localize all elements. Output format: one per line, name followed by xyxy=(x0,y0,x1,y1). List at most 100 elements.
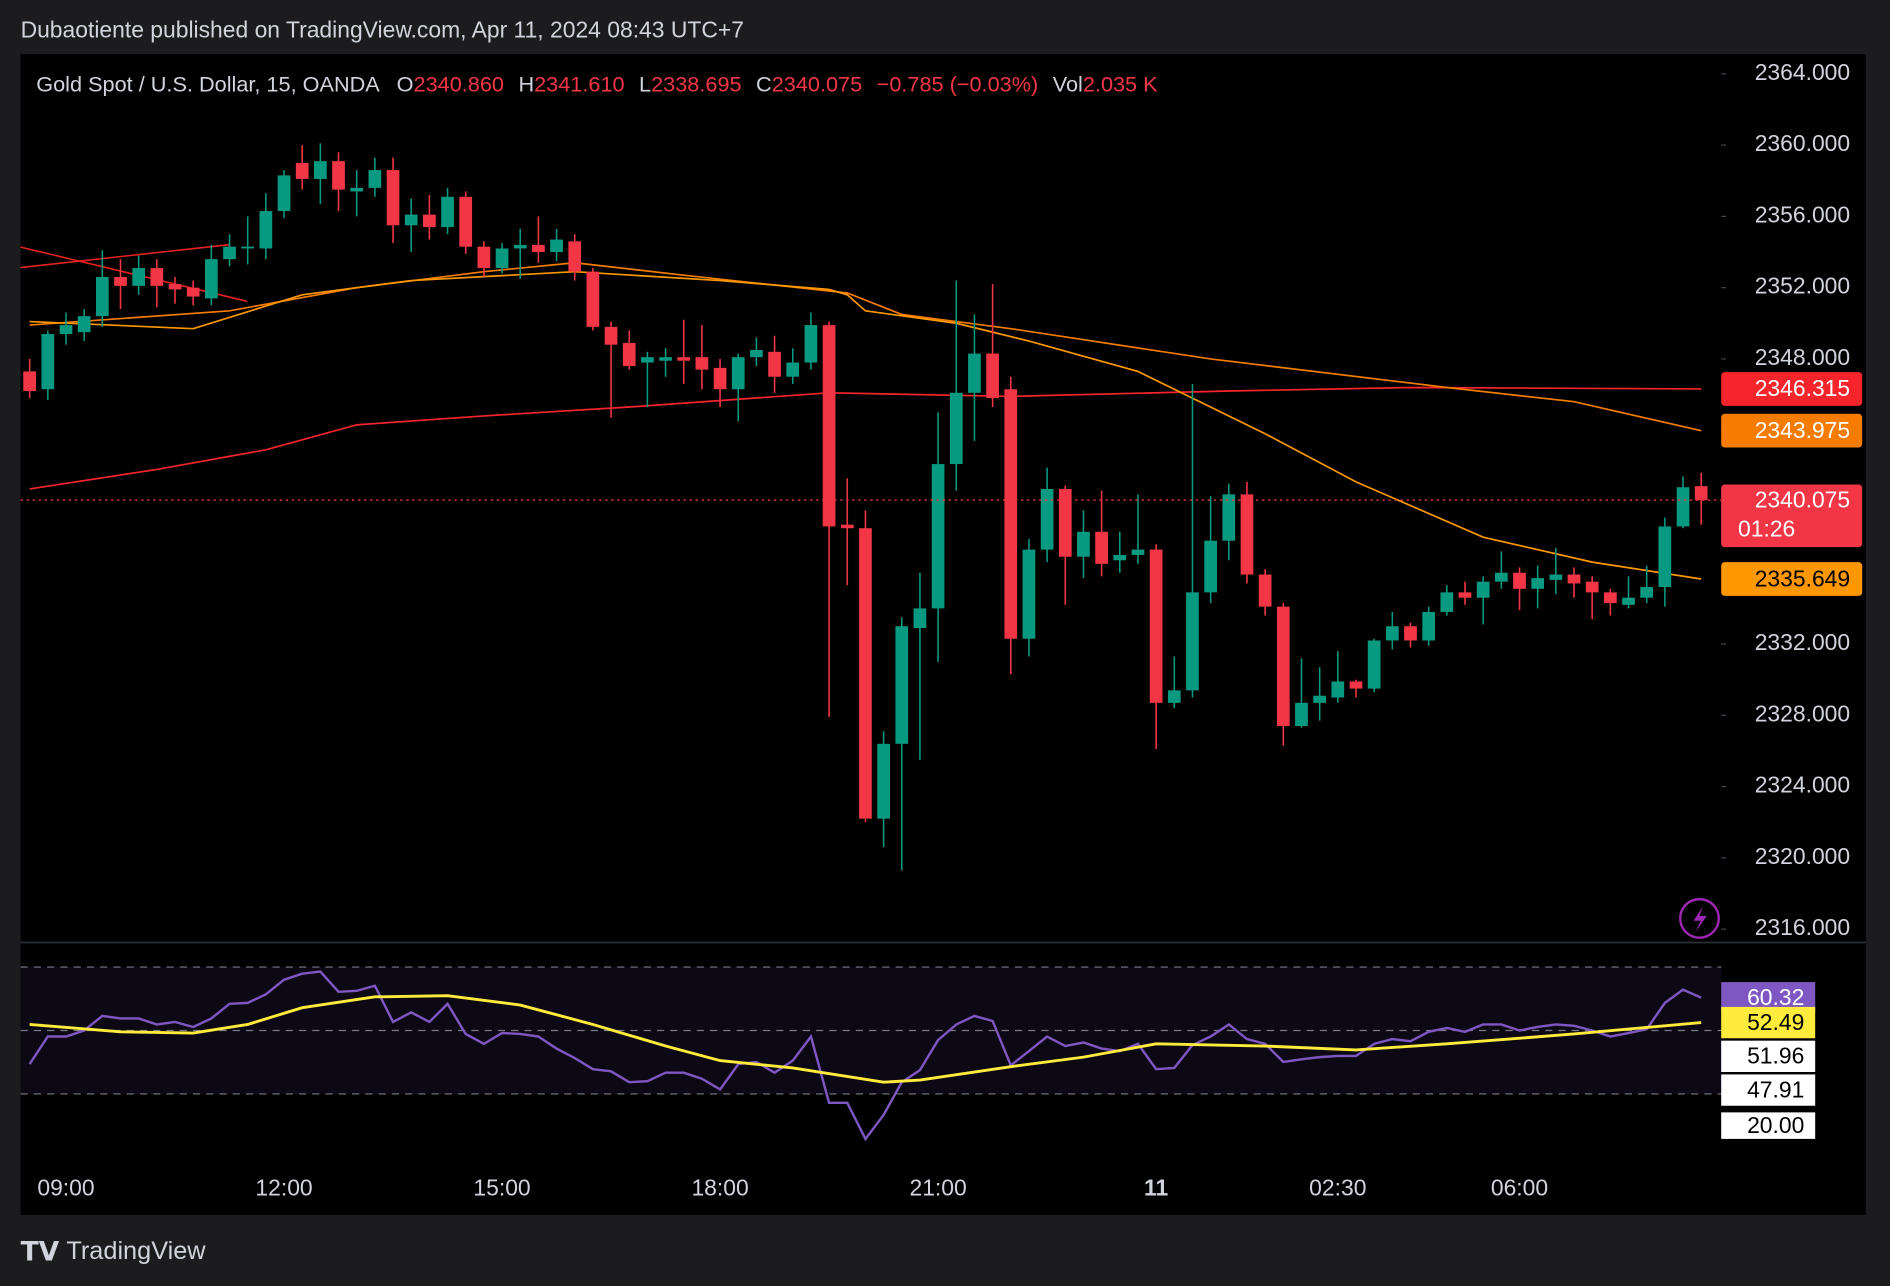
candle-body xyxy=(1349,681,1363,689)
y-tick-label: 2356.000 xyxy=(1755,201,1850,227)
candle-body xyxy=(622,342,636,367)
candle-body xyxy=(1640,587,1654,598)
countdown: 01:26 xyxy=(1738,515,1795,541)
x-tick-label: 06:00 xyxy=(1491,1175,1548,1201)
candle-body xyxy=(641,357,654,363)
rsi-tag xyxy=(1721,1112,1816,1139)
candle-body xyxy=(1622,597,1635,605)
candle-body xyxy=(532,244,545,253)
candle-body xyxy=(314,161,327,179)
legend-key: L xyxy=(639,71,651,96)
candle-body xyxy=(1258,574,1272,607)
candle-body xyxy=(1676,487,1690,527)
candle-body xyxy=(441,196,454,228)
candle-body xyxy=(1186,592,1199,691)
rsi-tag-label: 51.96 xyxy=(1747,1043,1804,1069)
candle-body xyxy=(1603,592,1617,604)
x-tick-label: 12:00 xyxy=(255,1175,312,1201)
rsi-tag xyxy=(1721,1040,1816,1073)
price-tag-label: 2343.975 xyxy=(1755,417,1850,443)
price-tag xyxy=(1721,484,1863,548)
candle-body xyxy=(550,239,563,253)
candle-body xyxy=(1385,626,1399,641)
legend-key: H xyxy=(518,71,534,96)
candle-body xyxy=(859,528,872,819)
legend-key: Vol xyxy=(1053,71,1083,96)
candle-body xyxy=(604,326,618,345)
candle-body xyxy=(1149,549,1163,703)
candle-body xyxy=(1494,572,1508,582)
candle-body xyxy=(1567,574,1581,584)
candle-body xyxy=(1585,581,1599,593)
moving-average xyxy=(29,270,1702,580)
candle-body xyxy=(150,268,164,286)
candle-body xyxy=(1313,695,1327,703)
rsi-ma-line xyxy=(29,994,1702,1084)
candle-body xyxy=(1167,690,1181,703)
candle-body xyxy=(241,246,255,249)
candle-body xyxy=(1240,494,1254,575)
price-tag-label: 2340.075 xyxy=(1755,486,1850,512)
rsi-tag xyxy=(1721,1074,1816,1106)
candle-body xyxy=(1658,526,1672,588)
candle-body xyxy=(877,743,890,819)
legend-key: O xyxy=(397,71,414,96)
candle-body xyxy=(495,248,509,269)
candle-body xyxy=(677,357,691,361)
chart-area xyxy=(20,54,1866,1215)
candle-body xyxy=(1295,702,1308,727)
y-tick-label: 2364.000 xyxy=(1755,59,1850,85)
candle-body xyxy=(1513,572,1526,589)
y-tick-label: 20.00 xyxy=(1747,1112,1804,1138)
candle-body xyxy=(822,325,836,527)
candle-body xyxy=(1204,540,1217,593)
candle-body xyxy=(77,316,91,333)
rsi-tag-label: 52.49 xyxy=(1747,1009,1804,1035)
x-tick-label: 09:00 xyxy=(37,1175,94,1201)
candle-body xyxy=(1367,640,1381,689)
candle-body xyxy=(350,187,364,192)
price-tag xyxy=(1721,372,1863,406)
candle-body xyxy=(1095,531,1108,564)
candle-body xyxy=(168,284,182,290)
candle-body xyxy=(786,362,800,377)
candle-body xyxy=(23,371,37,392)
candle-body xyxy=(695,357,709,370)
candle-body xyxy=(114,276,127,286)
y-tick-label: 2348.000 xyxy=(1755,344,1850,370)
candle-body xyxy=(459,196,473,247)
candle-body xyxy=(204,259,218,299)
candle-body xyxy=(913,608,927,629)
rsi-tag xyxy=(1721,1006,1816,1039)
legend-value: 2340.860 xyxy=(414,71,504,96)
y-tick-label: 2332.000 xyxy=(1755,629,1850,655)
candle-body xyxy=(986,353,999,399)
candle-body xyxy=(368,170,382,188)
candle-body xyxy=(731,357,745,390)
brand-logo: 𝗧𝗩 xyxy=(21,1236,60,1266)
candle-body xyxy=(1458,592,1472,598)
candle-body xyxy=(332,161,345,190)
legend-value: 2341.610 xyxy=(534,71,624,96)
drawing-line xyxy=(20,243,230,269)
lightning-icon[interactable] xyxy=(1678,897,1720,939)
header: Dubaotiente published on TradingView.com… xyxy=(21,16,744,42)
lightning-glyph xyxy=(1693,906,1707,932)
candle-body xyxy=(659,357,672,361)
y-tick-label: 2324.000 xyxy=(1755,772,1850,798)
candle-body xyxy=(513,244,527,249)
candle-body xyxy=(1422,611,1436,641)
candle-body xyxy=(404,214,418,226)
candle-body xyxy=(1440,592,1454,612)
price-tag-label: 2335.649 xyxy=(1755,565,1850,591)
candle-body xyxy=(586,271,600,327)
moving-average xyxy=(29,386,1702,490)
y-tick-label: 2328.000 xyxy=(1755,700,1850,726)
candle-body xyxy=(931,464,945,609)
y-tick-label: 2360.000 xyxy=(1755,130,1850,156)
candle-body xyxy=(968,353,981,393)
candle-body xyxy=(568,241,582,272)
candle-body xyxy=(41,333,55,390)
